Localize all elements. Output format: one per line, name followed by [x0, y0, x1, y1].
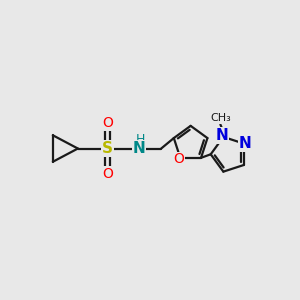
Text: O: O	[102, 116, 113, 130]
Text: H: H	[136, 133, 145, 146]
Text: CH₃: CH₃	[210, 113, 231, 123]
Text: N: N	[132, 141, 145, 156]
Text: O: O	[174, 152, 184, 166]
Text: N: N	[239, 136, 252, 151]
Text: S: S	[102, 141, 113, 156]
Text: O: O	[102, 167, 113, 181]
Text: N: N	[215, 128, 228, 143]
